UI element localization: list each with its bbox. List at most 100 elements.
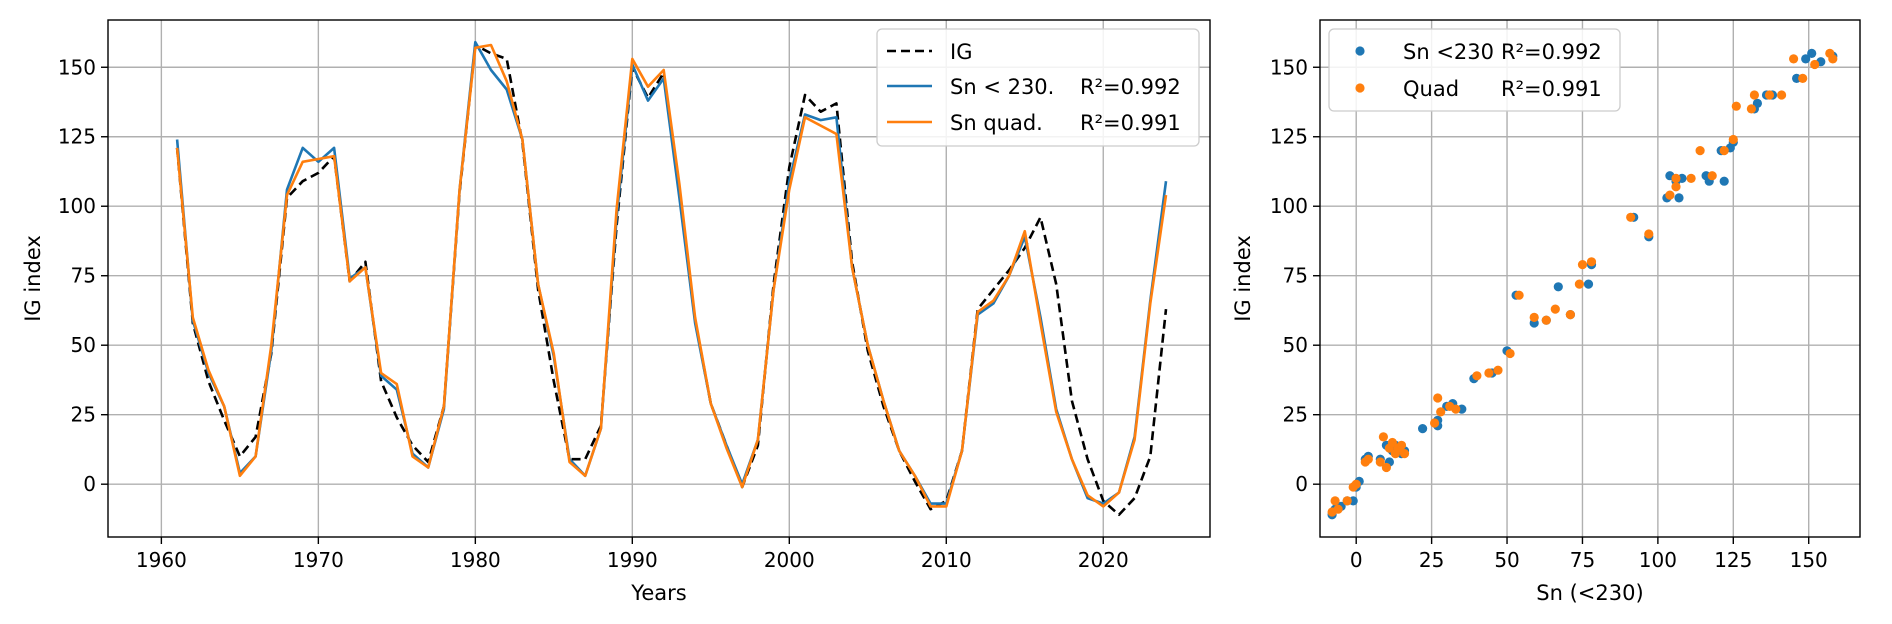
legend: Sn <230 R²=0.992 Quad R²=0.991 xyxy=(1328,28,1621,112)
scatter-point xyxy=(1586,257,1597,267)
scatter-point xyxy=(1671,173,1681,183)
legend-marker xyxy=(1355,83,1365,93)
series-points-1 xyxy=(1327,48,1838,517)
legend-label: Sn <230 xyxy=(1403,40,1494,64)
scatter-point xyxy=(1396,440,1407,450)
scatter-point xyxy=(1626,212,1636,222)
scatter-point xyxy=(1330,496,1340,506)
x-tick-label: 50 xyxy=(1494,548,1519,572)
scatter-point xyxy=(1671,182,1681,192)
scatter-point xyxy=(1378,432,1388,442)
y-tick-label: 100 xyxy=(58,194,96,218)
legend-r2: R²=0.992 xyxy=(1080,75,1181,99)
legend-r2: R²=0.991 xyxy=(1080,111,1181,135)
scatter-point xyxy=(1801,54,1811,64)
scatter-point xyxy=(1577,260,1588,270)
scatter-point xyxy=(1333,504,1343,514)
scatter-point xyxy=(1342,496,1352,506)
scatter-point xyxy=(1749,90,1759,100)
scatter-point xyxy=(1553,282,1563,292)
scatter-point xyxy=(1574,279,1584,289)
scatter-point xyxy=(1828,54,1838,64)
x-tick-label: 150 xyxy=(1790,548,1828,572)
scatter-point xyxy=(1746,104,1756,114)
x-tick-label: 75 xyxy=(1570,548,1595,572)
scatter-point xyxy=(1719,176,1729,186)
y-tick-label: 150 xyxy=(58,55,96,79)
scatter-point xyxy=(1430,418,1440,428)
y-tick-label: 125 xyxy=(1270,125,1308,149)
scatter-chart: 0 25 50 75 100 125 150 0 25 50 75 100 125 150 Sn (<230… xyxy=(1231,19,1861,605)
x-tick-label: 100 xyxy=(1639,548,1677,572)
legend-label: IG xyxy=(950,40,972,64)
legend-r2: R²=0.992 xyxy=(1501,40,1602,64)
x-tick-label: 0 xyxy=(1350,548,1363,572)
plot-frame xyxy=(107,19,1211,538)
scatter-point xyxy=(1436,407,1446,417)
scatter-point xyxy=(1807,48,1817,59)
scatter-point xyxy=(1565,310,1575,320)
scatter-point xyxy=(1752,98,1762,108)
scatter-point xyxy=(1472,371,1482,381)
line-chart: 1960 1970 1980 1990 2000 2010 2020 0 25 50 75 100 12… xyxy=(21,19,1211,605)
scatter-point xyxy=(1375,457,1385,467)
grid xyxy=(108,20,1210,537)
y-tick-label: 0 xyxy=(1295,472,1308,496)
scatter-point xyxy=(1387,437,1397,448)
legend-label: Sn quad. xyxy=(950,111,1043,135)
y-axis-label: IG index xyxy=(1231,235,1255,322)
scatter-point xyxy=(1798,73,1808,83)
legend-label: Sn < 230. xyxy=(950,75,1054,99)
x-tick-label: 2000 xyxy=(764,548,815,572)
scatter-point xyxy=(1728,134,1738,145)
scatter-point xyxy=(1764,90,1775,100)
scatter-point xyxy=(1351,479,1361,489)
scatter-point xyxy=(1583,279,1594,289)
x-axis-label: Years xyxy=(630,581,686,605)
legend-box xyxy=(1328,28,1621,112)
scatter-point xyxy=(1493,365,1503,375)
legend-marker xyxy=(1355,46,1365,56)
scatter-point xyxy=(1810,59,1820,70)
x-tick-label: 125 xyxy=(1714,548,1752,572)
scatter-point xyxy=(1550,304,1560,314)
y-tick-label: 125 xyxy=(58,125,96,149)
scatter-point xyxy=(1777,90,1787,100)
scatter-point xyxy=(1399,449,1410,459)
plot-frame xyxy=(1319,19,1861,538)
y-tick-label: 75 xyxy=(71,264,96,288)
scatter-point xyxy=(1674,193,1684,203)
scatter-point xyxy=(1505,348,1515,359)
y-tick-label: 100 xyxy=(1270,194,1308,218)
series-line-2 xyxy=(175,43,1168,508)
scatter-point xyxy=(1707,171,1717,181)
scatter-point xyxy=(1451,404,1461,414)
scatter-point xyxy=(1529,312,1539,322)
y-tick-label: 25 xyxy=(71,403,96,427)
y-tick-label: 50 xyxy=(71,333,96,357)
legend-r2: R²=0.991 xyxy=(1501,77,1602,101)
scatter-point xyxy=(1686,173,1696,183)
scatter-point xyxy=(1731,101,1741,111)
x-tick-label: 1990 xyxy=(607,548,658,572)
scatter-point xyxy=(1418,424,1428,434)
scatter-point xyxy=(1644,229,1654,239)
scatter-point xyxy=(1363,454,1373,464)
y-tick-label: 0 xyxy=(83,472,96,496)
x-tick-label: 1980 xyxy=(450,548,501,572)
y-tick-label: 50 xyxy=(1283,333,1308,357)
x-tick-label: 1960 xyxy=(136,548,187,572)
legend-box xyxy=(876,28,1200,147)
scatter-point xyxy=(1433,393,1443,403)
scatter-point xyxy=(1381,462,1391,473)
scatter-point xyxy=(1514,290,1524,300)
x-tick-label: 25 xyxy=(1419,548,1444,572)
scatter-point xyxy=(1695,146,1705,156)
x-tick-label: 2020 xyxy=(1078,548,1129,572)
scatter-point xyxy=(1484,368,1494,378)
y-tick-label: 150 xyxy=(1270,55,1308,79)
x-tick-label: 1970 xyxy=(293,548,344,572)
scatter-point xyxy=(1719,146,1729,156)
y-tick-label: 25 xyxy=(1283,403,1308,427)
